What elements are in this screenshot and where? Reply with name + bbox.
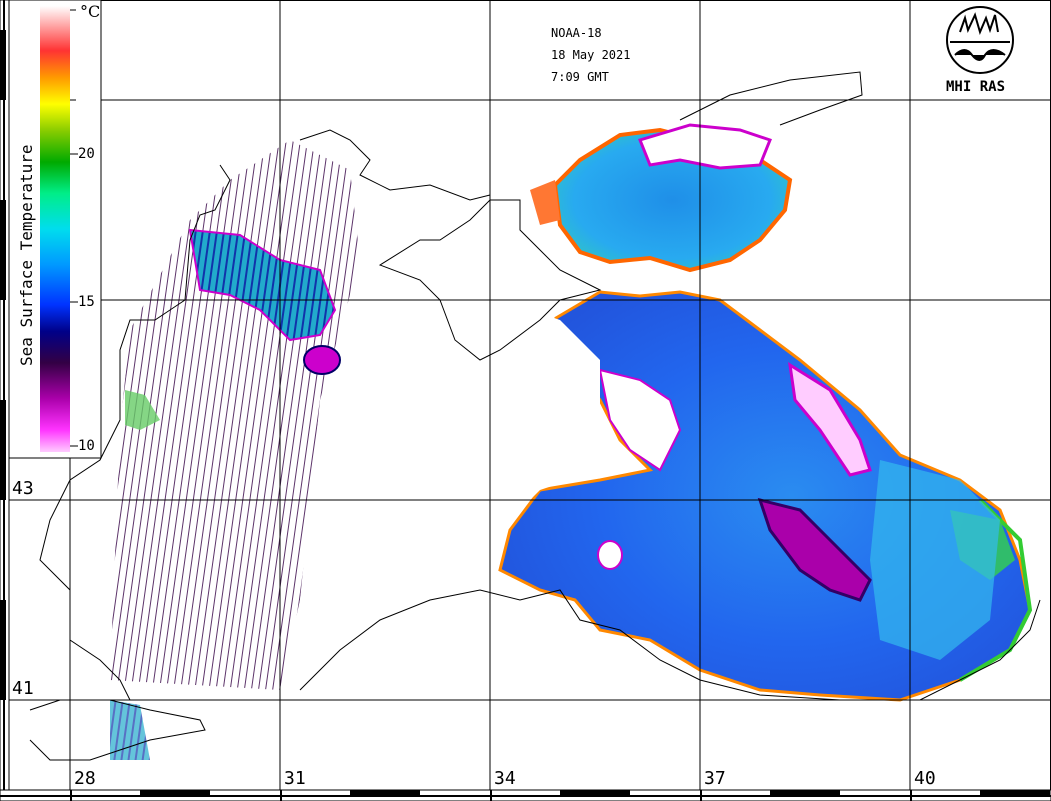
longitude-label: 34	[494, 768, 516, 789]
bottom-ruler-ticks	[0, 790, 1051, 801]
azov-cold-north	[637, 123, 772, 170]
longitude-label: 31	[284, 768, 306, 789]
acquisition-time: 7:09 GMT	[551, 70, 609, 84]
cold-filament-north	[788, 362, 872, 477]
acquisition-date: 18 May 2021	[551, 48, 631, 62]
colorbar-tick-label: 20	[78, 146, 95, 162]
latitude-label: 41	[12, 678, 34, 699]
colorbar-ticks	[70, 9, 78, 447]
longitude-label: 28	[74, 768, 96, 789]
colorbar-title: Sea Surface Temperature	[17, 144, 36, 366]
azov-west-warm	[530, 180, 560, 225]
longitude-label: 37	[704, 768, 726, 789]
nw-shelf-warm-patch	[125, 390, 160, 430]
latitude-label: 43	[12, 478, 34, 499]
nw-shelf-cold-spot	[303, 345, 341, 375]
bosphorus-patch	[110, 700, 150, 760]
colorbar-gradient	[40, 6, 70, 452]
azov-north-coastline	[679, 71, 863, 126]
mhi-logo-icon	[946, 6, 1014, 74]
turkey-coastline	[299, 589, 1041, 701]
longitude-label: 40	[914, 768, 936, 789]
cold-filament-south	[757, 497, 872, 602]
institute-label: MHI RAS	[946, 79, 1006, 95]
colorbar-tick-label: 10	[78, 438, 95, 454]
satellite-name: NOAA-18	[551, 26, 602, 40]
colorbar-tick-label: 15	[78, 294, 95, 310]
western-shelf-cloud	[460, 300, 600, 560]
cyan-region	[870, 460, 1000, 660]
colorbar-unit: °C	[80, 2, 101, 21]
nw-shelf-blue-patch	[188, 228, 337, 342]
left-ruler-ticks	[0, 0, 6, 790]
sea-coastal-rim	[958, 498, 1033, 682]
north-coastline	[299, 129, 491, 201]
cloud-gap-west	[598, 368, 682, 472]
cloud-gap-center	[597, 540, 623, 570]
pass-info: NOAA-18 18 May 2021 7:09 GMT	[551, 22, 630, 88]
